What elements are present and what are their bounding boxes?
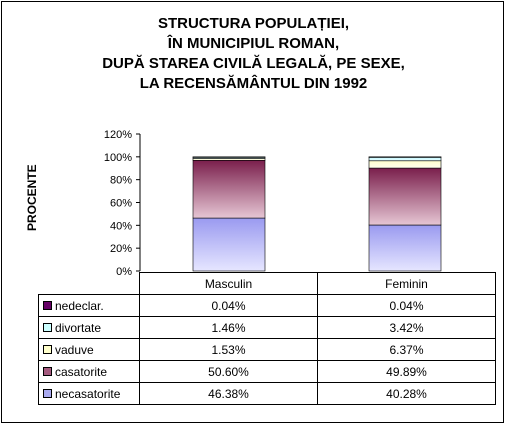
value-cell: 49.89% (317, 360, 496, 383)
bar-segment-necasatorite-masculin (192, 217, 266, 272)
table-row: nedeclar. 0.04% 0.04% (38, 294, 496, 317)
title-line: DUPĂ STAREA CIVILĂ LEGALĂ, PE SEXE, (102, 55, 405, 72)
y-tick-label: 100% (104, 152, 132, 164)
value-cell: 40.28% (317, 382, 496, 405)
y-tick-label: 60% (110, 198, 132, 210)
value-cell: 46.38% (139, 382, 318, 405)
value-cell: 0.04% (317, 294, 496, 317)
series-label-cell: divortate (38, 316, 140, 339)
series-label-cell: casatorite (38, 360, 140, 383)
legend-key-icon (43, 388, 52, 398)
series-name: divortate (55, 320, 102, 335)
value-cell: 6.37% (317, 338, 496, 361)
series-name: vaduve (55, 342, 94, 357)
legend-key-icon (43, 366, 52, 376)
value-cell: 1.46% (139, 316, 318, 339)
series-label-cell: necasatorite (38, 382, 140, 405)
value-cell: 3.42% (317, 316, 496, 339)
title-line: LA RECENSĂMÂNTUL DIN 1992 (139, 75, 368, 92)
bar-segment-casatorite-masculin (192, 159, 266, 219)
table-row: vaduve 1.53% 6.37% (38, 338, 496, 361)
chart-title: STRUCTURA POPULAȚIEI, ÎN MUNICIPIUL ROMA… (0, 14, 507, 94)
y-tick-label: 40% (110, 220, 132, 232)
y-tick-label: 20% (110, 243, 132, 255)
legend-key-icon (43, 300, 52, 310)
y-tick-label: 0% (116, 266, 132, 278)
table-header-row: Masculin Feminin (39, 272, 496, 295)
series-label-cell: nedeclar. (38, 294, 140, 317)
table-row: divortate 1.46% 3.42% (38, 316, 496, 339)
series-name: necasatorite (55, 386, 121, 401)
series-name: nedeclar. (55, 298, 104, 313)
bar-segment-nedeclar-feminin (368, 156, 442, 158)
table-corner (39, 273, 140, 295)
value-cell: 0.04% (139, 294, 318, 317)
series-name: casatorite (55, 364, 108, 379)
table-row: necasatorite 46.38% 40.28% (38, 382, 496, 405)
legend-key-icon (43, 344, 52, 354)
legend-key-icon (43, 322, 52, 332)
bar-segment-nedeclar-masculin (192, 156, 266, 158)
series-label-cell: vaduve (38, 338, 140, 361)
table-row: casatorite 50.60% 49.89% (38, 360, 496, 383)
bar-segment-vaduve-feminin (368, 160, 442, 169)
title-line: ÎN MUNICIPIUL ROMAN, (167, 35, 340, 52)
bar-segment-necasatorite-feminin (368, 224, 442, 272)
value-cell: 50.60% (139, 360, 318, 383)
value-cell: 1.53% (139, 338, 318, 361)
bar-segment-casatorite-feminin (368, 167, 442, 226)
y-tick-label: 120% (104, 129, 132, 141)
data-table: Masculin Feminin nedeclar. 0.04% 0.04% divo… (38, 272, 496, 405)
title-line: STRUCTURA POPULAȚIEI, (157, 15, 350, 32)
category-label: Masculin (139, 272, 318, 295)
category-label: Feminin (317, 272, 496, 295)
y-tick-label: 80% (110, 175, 132, 187)
